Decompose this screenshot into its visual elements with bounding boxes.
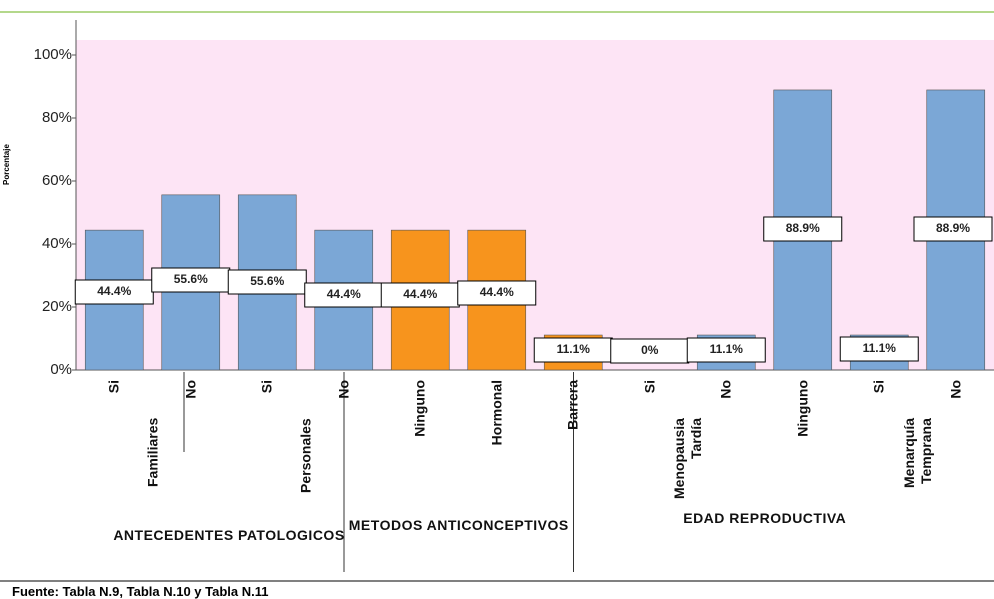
value-label-box: [763, 216, 843, 242]
value-label-box: [686, 337, 766, 363]
subgroup-label: Personales: [297, 418, 313, 493]
group-label: ANTECEDENTES PATOLOGICOS: [113, 527, 345, 543]
group-label: EDAD REPRODUCTIVA: [683, 510, 847, 526]
value-label: 11.1%: [557, 342, 591, 356]
x-tick-label: Ninguno: [794, 380, 811, 437]
x-tick-label: Ninguno: [411, 380, 428, 437]
source-note: Fuente: Tabla N.9, Tabla N.10 y Tabla N.…: [12, 584, 269, 599]
value-label: 88.9%: [936, 221, 970, 235]
x-tick-label: Si: [870, 380, 887, 394]
value-label-box: [839, 336, 919, 362]
y-tick-label: 100%: [34, 46, 72, 63]
value-label-box: [457, 280, 537, 306]
value-label: 88.9%: [786, 221, 820, 235]
x-tick-label: Si: [258, 380, 275, 394]
subgroup-label: Menarquía Temprana: [900, 418, 934, 489]
y-tick-label: 20%: [42, 298, 72, 315]
value-label: 11.1%: [710, 342, 744, 356]
group-label: METODOS ANTICONCEPTIVOS: [348, 517, 569, 533]
x-tick-label: No: [335, 380, 352, 399]
y-tick-label: 0%: [50, 361, 72, 378]
y-tick-label: 80%: [42, 109, 72, 126]
subgroup-label: Menopausia Tardía: [671, 418, 704, 499]
value-label-box: [151, 267, 231, 293]
x-tick-label: No: [947, 380, 964, 399]
x-tick-label: No: [717, 380, 734, 399]
value-label-box: [913, 216, 993, 242]
y-axis-label: Porcentaje: [2, 144, 11, 185]
value-label: 44.4%: [327, 287, 361, 301]
subgroup-label: Familiares: [144, 418, 160, 488]
y-tick-label: 60%: [42, 172, 72, 189]
value-label: 44.4%: [480, 285, 514, 299]
value-label-box: [74, 279, 154, 305]
x-tick-label: Si: [641, 380, 658, 394]
value-label: 55.6%: [250, 274, 284, 288]
x-tick-label: Hormonal: [488, 380, 505, 446]
value-label-box: [304, 282, 384, 308]
x-tick-label: Barrera: [564, 380, 581, 430]
y-tick-label: 40%: [42, 235, 72, 252]
x-tick-label: No: [182, 380, 199, 399]
value-label: 44.4%: [403, 287, 437, 301]
value-label: 44.4%: [97, 284, 131, 298]
value-label-box: [227, 269, 307, 295]
x-tick-label: Si: [105, 380, 122, 394]
value-label-box: [380, 282, 460, 308]
value-label: 0%: [641, 343, 659, 357]
value-label-box: [610, 338, 690, 364]
plot-area: [76, 40, 994, 370]
value-label: 55.6%: [174, 272, 208, 286]
value-label: 11.1%: [863, 341, 897, 355]
